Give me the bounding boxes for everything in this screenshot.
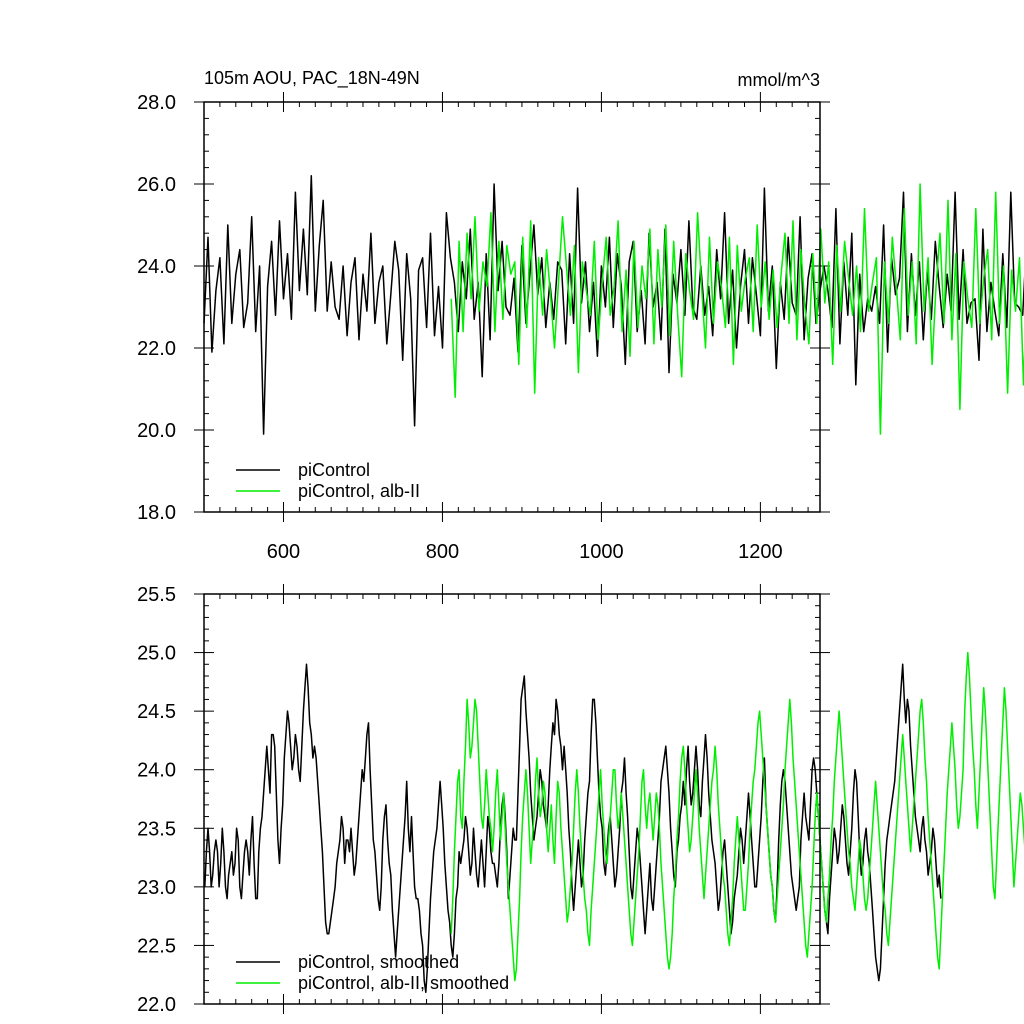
y-tick-label: 22.0: [137, 994, 176, 1016]
y-tick-label: 22.5: [137, 935, 176, 957]
y-tick-label: 25.5: [137, 584, 176, 606]
x-tick-label: 800: [426, 541, 459, 563]
y-tick-label: 28.0: [137, 92, 176, 114]
panel-top-aou: 105m AOU, PAC_18N-49N mmol/m^3 600 800 100…: [137, 68, 1024, 563]
bottom-plot-frame: [203, 593, 821, 1005]
top-plot-frame: [203, 101, 821, 513]
y-tick-label: 20.0: [137, 420, 176, 442]
top-series-line-picontrol: [203, 175, 1024, 435]
top-x-tick-labels: 600 800 1000 1200: [267, 541, 783, 563]
legend-label-alb-ii: piControl, alb-II: [298, 481, 420, 501]
y-tick-label: 25.0: [137, 643, 176, 665]
bottom-legend: piControl, smoothed piControl, alb-II, s…: [236, 952, 509, 993]
x-tick-label: 600: [267, 541, 300, 563]
legend-label-picontrol-smoothed: piControl, smoothed: [298, 952, 459, 972]
y-tick-label: 24.0: [137, 760, 176, 782]
chart-title: 105m AOU, PAC_18N-49N: [204, 68, 420, 89]
y-tick-label: 22.0: [137, 338, 176, 360]
bottom-axis-ticks: [194, 584, 830, 1014]
bottom-series-line-picontrol: [204, 663, 942, 994]
x-tick-label: 1000: [579, 541, 624, 563]
y-tick-label: 24.5: [137, 701, 176, 723]
y-tick-label: 26.0: [137, 174, 176, 196]
y-tick-label: 24.0: [137, 256, 176, 278]
y-tick-label: 23.0: [137, 877, 176, 899]
y-tick-label: 18.0: [137, 502, 176, 524]
top-y-tick-labels: 18.0 20.0 22.0 24.0 26.0 28.0: [137, 92, 176, 524]
units-label: mmol/m^3: [738, 70, 820, 90]
top-series-line-alb-ii: [450, 183, 1024, 435]
legend-label-picontrol: piControl: [298, 460, 370, 480]
top-series-lines: [203, 175, 1024, 435]
panel-bottom-smoothed: 22.0 22.5 23.0 23.5 24.0 24.5 25.0 25.5 piContr…: [137, 584, 1024, 1016]
legend-label-alb-ii-smoothed: piControl, alb-II, smoothed: [298, 973, 509, 993]
x-tick-label: 1200: [738, 541, 783, 563]
bottom-series-line-alb-ii: [450, 651, 1024, 982]
bottom-y-tick-labels: 22.0 22.5 23.0 23.5 24.0 24.5 25.0 25.5: [137, 584, 176, 1016]
bottom-series-lines: [204, 651, 1024, 994]
y-tick-label: 23.5: [137, 818, 176, 840]
top-legend: piControl piControl, alb-II: [236, 460, 420, 501]
